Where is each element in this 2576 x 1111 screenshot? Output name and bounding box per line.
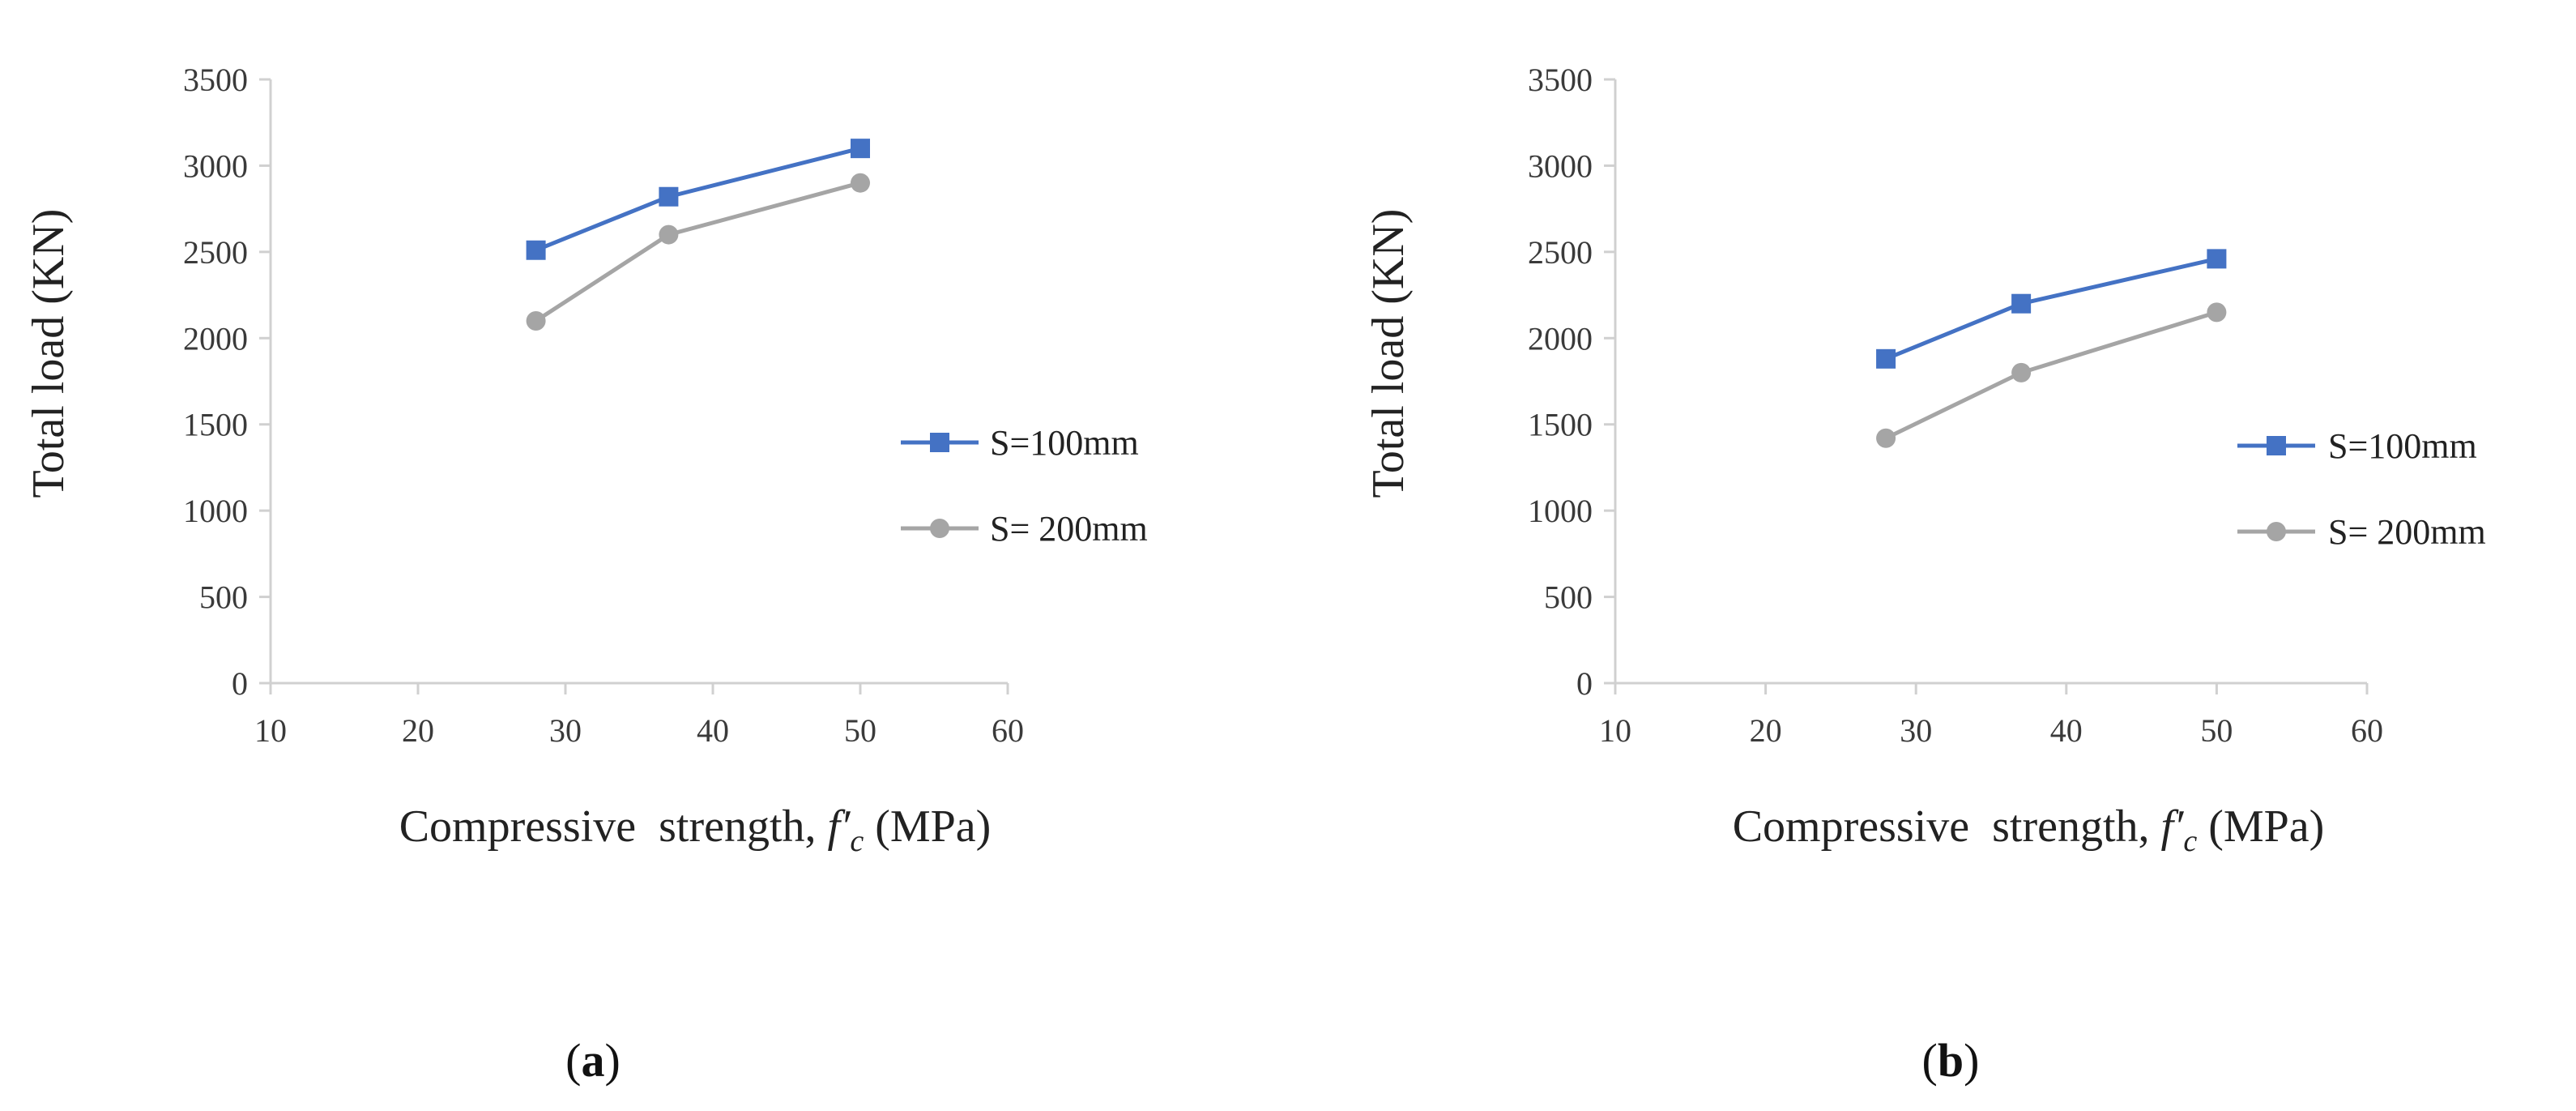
data-point-circle [2011,362,2032,382]
x-tick-label: 30 [549,712,582,749]
y-tick-label: 2500 [183,234,248,271]
y-tick-label: 3000 [1528,147,1593,184]
legend: S=100mm S= 200mm [2237,426,2486,552]
x-tick-label: 10 [254,712,287,749]
legend-label-s200: S= 200mm [990,509,1148,549]
x-axis-title-suffix: (MPa) [2197,801,2324,852]
axes [259,78,1009,694]
y-tick-label: 0 [232,665,248,702]
tick-labels: 0 500 1000 1500 2000 2500 3000 3500 10 20 30 40 50 60 [1528,62,2383,749]
x-tick-label: 20 [1750,712,1782,749]
axes [1604,78,2369,694]
tick-labels: 0 500 1000 1500 2000 2500 3000 3500 10 20 30 40 50 60 [183,62,1024,749]
data-point-circle [526,311,546,331]
data-point-square [2011,293,2032,314]
legend-label-s100: S=100mm [2328,426,2477,466]
x-axis-title: Compressive strength, f′c (MPa) [399,801,992,858]
x-axis-title-prefix: Compressive strength, [1733,801,2161,852]
x-axis-title-subscript: c [2183,824,2197,858]
y-axis-title: Total load (KN) [1363,209,1414,498]
x-tick-label: 10 [1599,712,1631,749]
legend-marker-square [930,433,949,452]
data-point-circle [851,173,870,193]
y-tick-label: 1500 [1528,407,1593,443]
data-point-circle [1876,428,1896,448]
y-tick-label: 1500 [183,407,248,443]
legend-marker-circle [930,519,949,538]
x-axis-title-subscript: c [850,824,864,858]
x-tick-label: 20 [402,712,434,749]
panel-letter-b: b [1938,1034,1964,1087]
y-tick-label: 3500 [1528,62,1593,98]
x-axis-title-symbol: f′ [2161,801,2185,852]
y-tick-label: 2000 [1528,320,1593,357]
panel-label-b: (b) [1922,1034,1980,1087]
data-point-square [659,186,679,207]
panel-letter-a: a [582,1034,605,1087]
y-tick-label: 500 [199,579,248,616]
panel-label-a: (a) [565,1034,621,1087]
data-point-square [2207,249,2227,269]
y-axis-title: Total load (KN) [23,209,74,498]
legend-marker-circle [2267,522,2286,541]
legend: S=100mm S= 200mm [901,423,1148,549]
x-axis-title: Compressive strength, f′c (MPa) [1733,801,2325,858]
y-tick-label: 0 [1576,665,1593,702]
series-line-s100 [1885,256,2217,361]
y-tick-label: 3000 [183,147,248,184]
data-point-circle [659,224,679,245]
y-tick-label: 3500 [183,62,248,98]
x-axis-title-suffix: (MPa) [864,801,991,852]
legend-label-s200: S= 200mm [2328,512,2486,552]
y-tick-label: 2500 [1528,234,1593,271]
data-point-circle [2207,302,2227,323]
x-axis-title-symbol: f′ [828,801,851,852]
x-tick-label: 50 [844,712,876,749]
x-tick-label: 40 [697,712,729,749]
data-point-square [1876,348,1896,369]
series-line-s200 [1885,310,2218,440]
series-line-s100 [535,146,861,253]
series-line-s200 [535,181,861,323]
y-tick-label: 1000 [1528,493,1593,529]
x-axis-title-prefix: Compressive strength, [399,801,828,852]
x-tick-label: 30 [1900,712,1932,749]
legend-label-s100: S=100mm [990,423,1139,463]
x-tick-label: 50 [2200,712,2233,749]
x-tick-label: 40 [2050,712,2083,749]
y-tick-label: 1000 [183,493,248,529]
chart-panel-a: 0 500 1000 1500 2000 2500 3000 3500 10 20 30 40 50 60… [23,62,1148,1087]
x-tick-label: 60 [2351,712,2383,749]
y-tick-label: 2000 [183,320,248,357]
x-tick-label: 60 [992,712,1024,749]
y-tick-label: 500 [1544,579,1593,616]
chart-panel-b: 0 500 1000 1500 2000 2500 3000 3500 10 20 30 40 50 60… [1363,62,2486,1087]
series-group [1876,249,2227,448]
data-point-square [851,139,870,159]
legend-marker-square [2267,436,2286,455]
data-point-square [526,240,546,260]
series-group [526,139,870,331]
